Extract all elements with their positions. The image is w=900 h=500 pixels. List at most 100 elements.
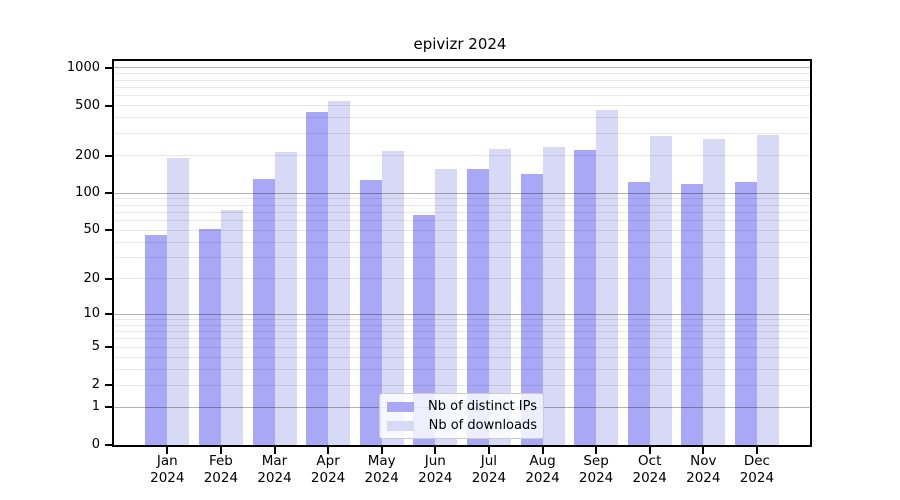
gridline-minor bbox=[114, 198, 810, 200]
bar-downloads-sep bbox=[596, 109, 619, 445]
y-tick-label: 1000 bbox=[66, 59, 100, 75]
y-tick-mark bbox=[105, 384, 112, 386]
gridline-minor bbox=[114, 79, 810, 81]
y-tick-label: 5 bbox=[91, 339, 100, 355]
bar-downloads-aug bbox=[542, 146, 565, 445]
x-tick-mark bbox=[541, 447, 544, 454]
legend-label-downloads: Nb of downloads bbox=[428, 417, 537, 433]
gridline-major bbox=[114, 67, 810, 69]
x-tick-label: Apr 2024 bbox=[310, 453, 346, 486]
y-tick-label: 2 bbox=[91, 377, 100, 392]
gridline-minor bbox=[114, 229, 810, 231]
gridline-minor bbox=[114, 73, 810, 75]
gridline-minor bbox=[114, 331, 810, 332]
legend-swatch-downloads bbox=[387, 420, 414, 431]
bar-distinct-ips-may bbox=[359, 179, 382, 445]
legend-item-downloads: Nb of downloads bbox=[387, 418, 537, 434]
y-tick-label: 200 bbox=[75, 147, 100, 163]
legend-label-distinct-ips: Nb of distinct IPs bbox=[428, 398, 537, 414]
x-tick-mark bbox=[219, 447, 222, 454]
gridline-minor bbox=[114, 368, 810, 370]
legend-swatch-distinct-ips bbox=[387, 401, 414, 412]
x-tick-mark bbox=[434, 447, 437, 454]
bar-downloads-nov bbox=[703, 138, 726, 445]
bar-distinct-ips-jul bbox=[466, 169, 489, 445]
x-tick-label: Oct 2024 bbox=[632, 453, 667, 486]
gridline-minor bbox=[114, 338, 810, 340]
chart-title: epivizr 2024 bbox=[413, 35, 507, 53]
x-tick-mark bbox=[273, 447, 276, 454]
x-tick-label: May 2024 bbox=[364, 453, 399, 486]
x-tick-mark bbox=[166, 447, 169, 454]
gridline-minor bbox=[114, 257, 810, 259]
x-tick-label: Aug 2024 bbox=[525, 453, 560, 486]
gridline-major bbox=[114, 313, 810, 315]
x-tick-mark bbox=[487, 447, 490, 454]
x-tick-mark bbox=[755, 447, 758, 454]
y-tick-mark bbox=[105, 66, 112, 69]
bar-downloads-feb bbox=[220, 210, 243, 445]
gridline-minor bbox=[114, 155, 810, 156]
bar-distinct-ips-jan bbox=[145, 234, 168, 445]
bar-distinct-ips-jun bbox=[413, 214, 436, 445]
x-tick-label: Jul 2024 bbox=[471, 453, 507, 486]
bar-distinct-ips-oct bbox=[627, 181, 650, 445]
gridline-minor bbox=[114, 105, 810, 107]
bar-distinct-ips-apr bbox=[306, 111, 329, 445]
x-tick-label: Mar 2024 bbox=[257, 453, 292, 486]
gridline-minor bbox=[114, 356, 810, 358]
x-tick-mark bbox=[648, 447, 651, 454]
y-tick-mark bbox=[105, 154, 112, 157]
gridline-minor bbox=[114, 241, 810, 243]
x-tick-label: Sep 2024 bbox=[578, 453, 614, 486]
gridline-minor bbox=[114, 117, 810, 119]
y-tick-label: 500 bbox=[75, 97, 100, 113]
x-tick-label: Jun 2024 bbox=[418, 453, 453, 486]
gridline-minor bbox=[114, 346, 810, 348]
bar-downloads-dec bbox=[756, 134, 779, 445]
x-tick-label: Dec 2024 bbox=[739, 453, 775, 486]
y-tick-mark bbox=[105, 444, 112, 446]
x-tick-label: Nov 2024 bbox=[686, 453, 721, 486]
bar-downloads-jun bbox=[435, 169, 458, 445]
bar-distinct-ips-aug bbox=[520, 174, 543, 445]
y-tick-mark bbox=[105, 406, 112, 409]
bar-distinct-ips-nov bbox=[681, 184, 704, 445]
y-tick-label: 10 bbox=[83, 306, 100, 322]
x-tick-mark bbox=[380, 447, 383, 454]
y-tick-mark bbox=[105, 346, 112, 349]
gridline-major bbox=[114, 192, 810, 194]
gridline-minor bbox=[114, 278, 810, 280]
y-tick-label: 100 bbox=[75, 185, 100, 201]
bar-downloads-jul bbox=[488, 148, 511, 445]
gridline-minor bbox=[114, 86, 810, 88]
bar-downloads-jan bbox=[167, 157, 190, 445]
plot-area bbox=[112, 59, 812, 447]
y-tick-label: 20 bbox=[83, 270, 100, 286]
y-tick-label: 0 bbox=[91, 437, 100, 452]
y-tick-mark bbox=[105, 104, 112, 107]
bar-downloads-mar bbox=[274, 151, 297, 445]
legend: Nb of distinct IPs Nb of downloads bbox=[379, 393, 544, 439]
y-tick-mark bbox=[105, 229, 112, 232]
x-tick-mark bbox=[702, 447, 705, 454]
bar-distinct-ips-mar bbox=[252, 178, 275, 445]
y-tick-label: 1 bbox=[91, 399, 100, 415]
gridline-minor bbox=[114, 318, 810, 320]
gridline-minor bbox=[114, 95, 810, 97]
legend-item-distinct-ips: Nb of distinct IPs bbox=[387, 399, 537, 415]
gridline-minor bbox=[114, 211, 810, 213]
gridline-minor bbox=[114, 133, 810, 134]
gridline-minor bbox=[114, 324, 810, 326]
gridline-minor bbox=[114, 220, 810, 222]
bar-downloads-may bbox=[381, 151, 404, 445]
bar-distinct-ips-dec bbox=[734, 182, 757, 445]
x-tick-mark bbox=[327, 447, 330, 454]
gridline-minor bbox=[114, 384, 810, 386]
y-tick-mark bbox=[105, 277, 112, 280]
x-tick-label: Jan 2024 bbox=[150, 453, 185, 486]
y-tick-mark bbox=[105, 192, 112, 195]
bar-distinct-ips-feb bbox=[198, 229, 221, 445]
bar-downloads-apr bbox=[328, 100, 351, 445]
